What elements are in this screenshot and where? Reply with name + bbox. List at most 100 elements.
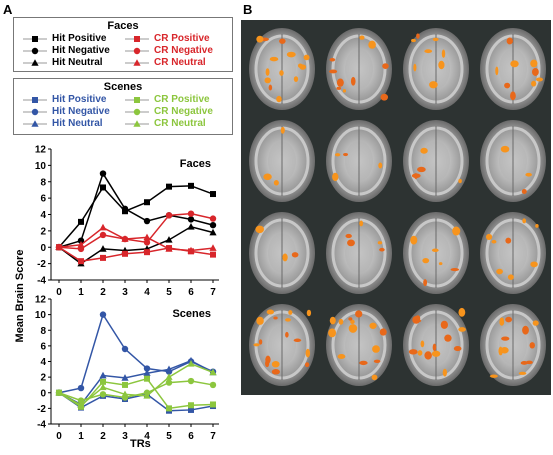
data-point (99, 383, 107, 391)
y-axis-label: Mean Brain Score (14, 249, 26, 343)
data-point (121, 390, 129, 398)
data-point (99, 223, 107, 231)
legend-item-label: Hit Positive (52, 33, 107, 44)
data-point (187, 222, 195, 230)
data-point (77, 401, 85, 409)
brain-slice-image (403, 304, 469, 386)
x-tick-label: 3 (122, 431, 128, 442)
x-tick-label: 0 (56, 287, 62, 298)
legend-item-label: CR Negative (154, 106, 213, 117)
scenes-legend-item: CR Neutral (124, 118, 206, 129)
square-marker-icon (125, 96, 149, 103)
brain-slice-image (326, 304, 392, 386)
circle-marker-icon (23, 108, 47, 115)
data-point (77, 237, 85, 244)
x-axis-label: TRs (130, 438, 151, 450)
brain-slice-image (480, 304, 546, 386)
scenes-legend: Scenes Hit Positive Hit Negative Hit Neutr… (13, 78, 233, 135)
square-marker-icon (23, 35, 47, 42)
y-tick-label: -4 (37, 420, 46, 431)
data-point (165, 379, 173, 386)
x-tick-label: 4 (144, 431, 150, 442)
data-point (121, 374, 129, 381)
data-point (166, 405, 172, 412)
data-point (187, 246, 195, 254)
x-tick-label: 4 (144, 287, 150, 298)
y-tick-label: -2 (37, 259, 46, 270)
data-point (77, 397, 85, 404)
brain-slice-image (249, 28, 315, 110)
series-line (58, 212, 214, 250)
legend-item-label: Hit Neutral (52, 118, 103, 129)
series-line (58, 392, 214, 412)
data-point (165, 373, 173, 380)
data-point (55, 388, 63, 396)
circle-marker-icon (23, 47, 47, 54)
faces-legend-item: CR Neutral (124, 57, 206, 68)
data-point (100, 378, 106, 385)
y-tick-label: 12 (35, 295, 47, 306)
y-tick-label: 2 (40, 373, 46, 384)
y-tick-label: 4 (40, 210, 46, 221)
x-tick-label: 5 (166, 431, 172, 442)
data-point (121, 235, 129, 242)
data-point (99, 231, 107, 239)
y-tick-label: 8 (40, 326, 46, 337)
brain-slice-image (249, 304, 315, 386)
data-point (121, 345, 129, 353)
scenes-legend-item: Hit Positive (22, 94, 106, 105)
legend-item-label: CR Positive (154, 94, 210, 105)
data-point (78, 218, 84, 225)
brain-slice-image (326, 212, 392, 294)
y-tick-label: 4 (40, 357, 46, 368)
series-line (58, 185, 214, 248)
brain-slice-image (249, 120, 315, 202)
data-point (77, 240, 85, 248)
data-point (209, 244, 217, 251)
data-point (188, 182, 194, 189)
legend-item-label: Hit Negative (52, 45, 110, 56)
brain-slice-image (249, 212, 315, 294)
scenes-legend-item: CR Negative (124, 106, 213, 117)
data-point (77, 384, 85, 392)
brain-slice-image (480, 212, 546, 294)
data-point (209, 215, 217, 222)
panel-label-b: B (243, 2, 253, 17)
circle-marker (133, 108, 141, 115)
data-point (122, 381, 128, 388)
data-point (188, 402, 194, 409)
chart-title: Scenes (172, 308, 211, 320)
data-point (121, 205, 129, 212)
x-tick-label: 7 (210, 287, 216, 298)
data-point (209, 381, 217, 389)
x-tick-label: 2 (100, 431, 106, 442)
scenes-legend-title: Scenes (103, 81, 143, 93)
faces-legend-item: Hit Neutral (22, 57, 103, 68)
triangle-marker (31, 119, 39, 127)
data-point (166, 183, 172, 190)
y-tick-label: 12 (35, 145, 47, 156)
legend-item-label: Hit Neutral (52, 57, 103, 68)
brain-slice-image (326, 28, 392, 110)
data-point (100, 184, 106, 191)
triangle-marker (31, 58, 39, 66)
legend-item-label: Hit Negative (52, 106, 110, 117)
faces-legend-item: Hit Positive (22, 33, 106, 44)
data-point (210, 251, 216, 258)
data-point (122, 250, 128, 257)
y-tick-label: 6 (40, 341, 46, 352)
square-marker (134, 96, 140, 103)
series-line (58, 171, 214, 248)
legend-item-label: CR Neutral (154, 57, 206, 68)
data-point (144, 199, 150, 206)
data-point (210, 191, 216, 198)
series-line (58, 312, 214, 394)
legend-item-label: Hit Positive (52, 94, 107, 105)
data-point (187, 216, 195, 223)
y-tick-label: 6 (40, 194, 46, 205)
legend-item-label: CR Positive (154, 33, 210, 44)
data-point (188, 406, 194, 413)
y-tick-label: 2 (40, 226, 46, 237)
